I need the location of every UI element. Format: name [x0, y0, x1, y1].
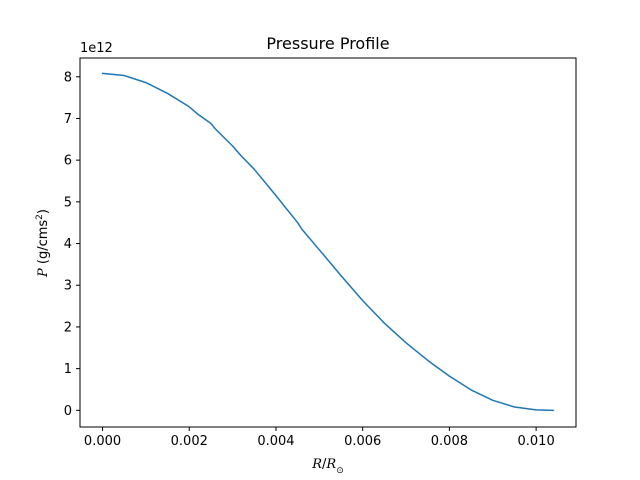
x-tick-label: 0.004 — [257, 434, 294, 449]
x-tick-label: 0.008 — [431, 434, 468, 449]
y-axis-label: P (g/cms2) — [35, 209, 51, 278]
series-line-0 — [101, 72, 555, 412]
y-tick-label: 0 — [64, 404, 72, 419]
y-label-var: P — [36, 268, 51, 278]
x-label-var2: R — [325, 457, 336, 472]
y-tick-label: 6 — [64, 154, 72, 169]
y-tick-label: 2 — [64, 320, 72, 335]
y-tick-label: 7 — [64, 112, 72, 127]
x-tick-label: 0.010 — [518, 434, 555, 449]
y-tick-label: 5 — [64, 195, 72, 210]
x-tick-label: 0.006 — [344, 434, 381, 449]
y-axis-ticks: 0 1 2 3 4 5 6 7 8 — [64, 70, 80, 419]
y-label-sup: 2 — [35, 214, 45, 220]
x-tick-label: 0.000 — [84, 434, 121, 449]
x-label-sep: / — [322, 457, 327, 472]
series-layer — [101, 72, 555, 412]
y-label-close: ) — [36, 209, 51, 214]
x-axis-label: R/R⊙ — [311, 457, 344, 476]
x-label-sub: ⊙ — [336, 466, 344, 476]
y-tick-label: 1 — [64, 362, 72, 377]
x-axis-ticks: 0.000 0.002 0.004 0.006 0.008 0.010 — [84, 427, 555, 449]
y-tick-label: 3 — [64, 279, 72, 294]
y-tick-label: 8 — [64, 70, 72, 85]
x-label-var: R — [311, 457, 322, 472]
y-label-unit: (g/cms — [36, 220, 51, 269]
chart-title: Pressure Profile — [266, 34, 389, 53]
plot-area-frame — [79, 57, 577, 428]
y-tick-label: 4 — [64, 237, 72, 252]
y-offset-label: 1e12 — [80, 41, 113, 56]
x-tick-label: 0.002 — [171, 434, 208, 449]
